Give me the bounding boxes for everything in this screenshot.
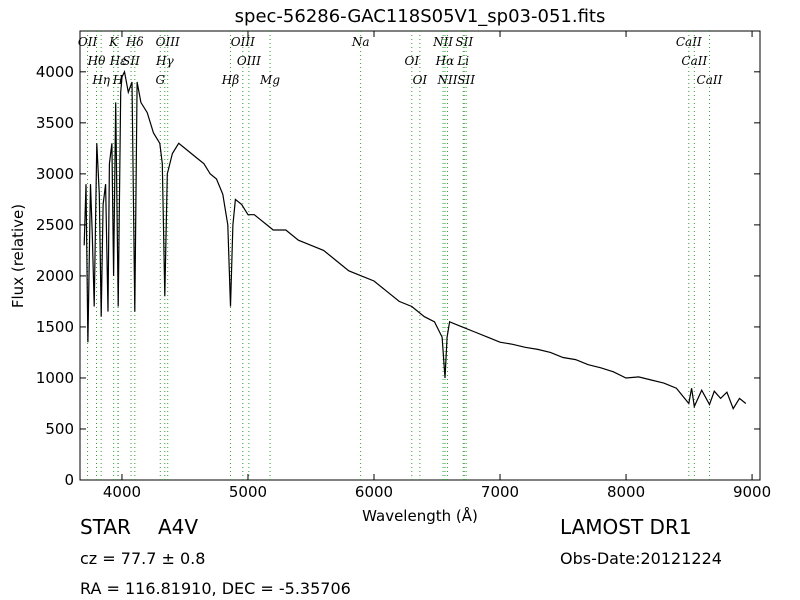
spectral-line-label: Na <box>351 35 370 49</box>
x-tick-label: 7000 <box>481 483 519 501</box>
x-tick-label: 9000 <box>733 483 771 501</box>
spectral-line-label: OI <box>413 73 428 87</box>
spectral-line-label: NII <box>436 73 457 87</box>
y-tick-label: 3500 <box>36 114 74 132</box>
x-tick-label: 8000 <box>607 483 645 501</box>
x-tick-label: 5000 <box>229 483 267 501</box>
spectral-line-label: NII <box>432 35 453 49</box>
object-class: STAR <box>80 515 131 539</box>
y-tick-label: 500 <box>45 420 74 438</box>
spectral-line-label: Hβ <box>221 73 239 87</box>
y-tick-label: 2000 <box>36 267 74 285</box>
spectral-line-label: Mg <box>259 73 280 87</box>
x-axis-label: Wavelength (Å) <box>362 506 478 525</box>
coordinates: RA = 116.81910, DEC = -5.35706 <box>80 579 351 598</box>
y-axis-label: Flux (relative) <box>9 204 27 308</box>
spectral-line-label: Hα <box>435 54 455 68</box>
y-tick-label: 2500 <box>36 216 74 234</box>
x-tick-label: 4000 <box>103 483 141 501</box>
spectral-line-label: G <box>155 73 165 87</box>
spectral-line-label: Li <box>456 54 469 68</box>
spectral-line-label: OIII <box>156 35 180 49</box>
spectral-line-label: Hδ <box>125 35 144 49</box>
spectral-line-label: CaII <box>681 54 707 68</box>
spectral-line-label: OIII <box>231 35 255 49</box>
spectral-line-label: OI <box>405 54 420 68</box>
spectral-line-label: Hθ <box>87 54 106 68</box>
spectral-line-label: OIII <box>237 54 261 68</box>
spectral-line-label: SII <box>122 54 140 68</box>
spectral-line-label: K <box>108 35 119 49</box>
spectral-line-label: H <box>112 73 124 87</box>
spectral-line-label: Hε <box>109 54 127 68</box>
chart-title: spec-56286-GAC118S05V1_sp03-051.fits <box>235 6 606 27</box>
spectral-line-label: SII <box>455 35 473 49</box>
spectral-line-label: CaII <box>697 73 723 87</box>
spectral-line-label: Hγ <box>155 54 174 68</box>
spectral-line-label: CaII <box>676 35 702 49</box>
redshift: cz = 77.7 ± 0.8 <box>80 549 205 568</box>
survey: LAMOST DR1 <box>560 515 692 539</box>
obs-date: Obs-Date:20121224 <box>560 549 722 568</box>
y-tick-label: 4000 <box>36 63 74 81</box>
subclass: A4V <box>158 515 198 539</box>
spectral-line-label: Hη <box>91 73 110 87</box>
x-tick-label: 6000 <box>355 483 393 501</box>
spectrum-line <box>83 69 747 410</box>
y-tick-label: 1000 <box>36 369 74 387</box>
y-tick-label: 1500 <box>36 318 74 336</box>
spectral-line-label: OII <box>78 35 98 49</box>
y-tick-label: 3000 <box>36 165 74 183</box>
y-tick-label: 0 <box>64 471 74 489</box>
spectral-line-label: SII <box>457 73 475 87</box>
